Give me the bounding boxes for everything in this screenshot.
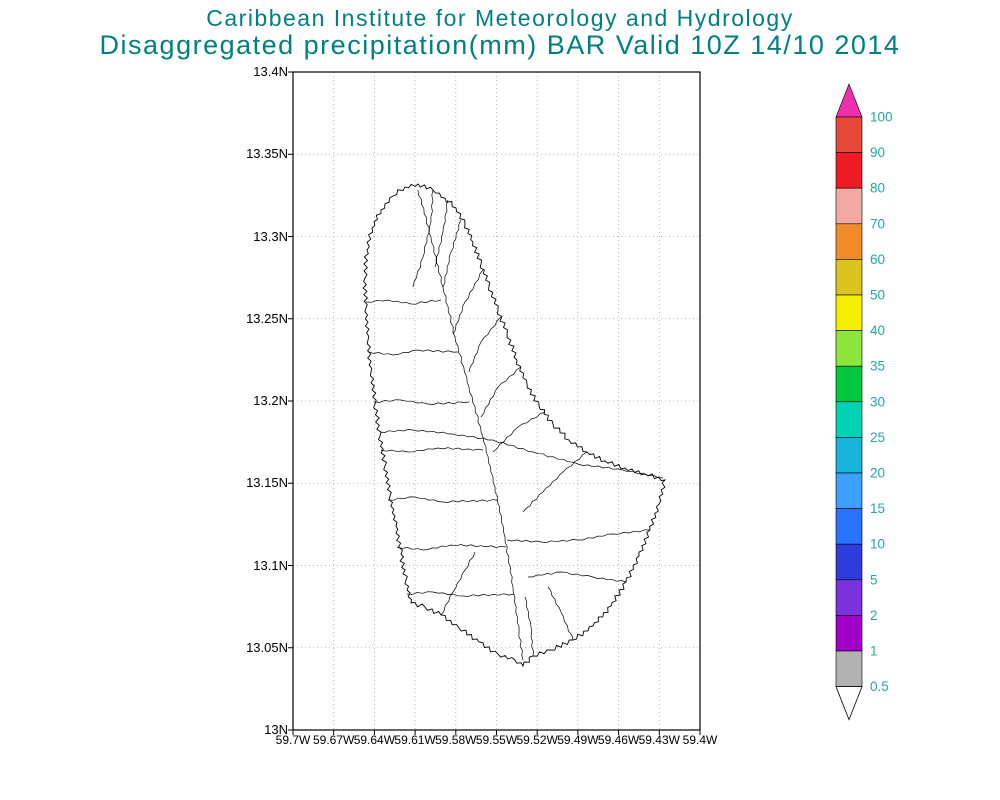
colorbar-tick-label: 40 [870, 323, 885, 338]
x-axis-label: 59.52W [516, 733, 558, 747]
x-axis-label: 59.46W [597, 733, 640, 747]
colorbar-tick-label: 25 [870, 430, 885, 445]
colorbar-segment [835, 116, 863, 153]
colorbar-tick-label: 35 [870, 359, 885, 374]
colorbar-above-max-arrow [835, 83, 863, 118]
colorbar-segment [835, 437, 863, 474]
colorbar-segment [835, 187, 863, 225]
x-axis-label: 59.55W [475, 733, 518, 747]
colorbar-segment [835, 508, 863, 545]
y-axis-label: 13.15N [246, 475, 288, 491]
x-axis-label: 59.64W [353, 733, 396, 747]
x-axis-label: 59.61W [394, 733, 436, 747]
colorbar-tick-label: 80 [870, 181, 885, 196]
colorbar-tick-label: 50 [870, 288, 885, 303]
colorbar-segment [835, 615, 863, 652]
colorbar-tick-label: 30 [870, 394, 885, 409]
colorbar-tick-label: 1 [870, 644, 878, 659]
colorbar-segment [835, 259, 863, 296]
colorbar-tick-label: 10 [870, 537, 885, 552]
colorbar-segment [835, 579, 863, 616]
colorbar-tick-label: 20 [870, 466, 885, 481]
colorbar-segment [835, 365, 863, 403]
colorbar-segment [835, 330, 863, 367]
colorbar-segment [835, 650, 863, 687]
x-axis-label: 59.43W [638, 733, 680, 747]
colorbar-tick-label: 0.5 [870, 679, 889, 694]
x-axis-label: 59.67W [313, 733, 355, 747]
x-axis-label: 59.4W [682, 733, 718, 747]
colorbar-segment [835, 294, 863, 331]
y-axis-label: 13.05N [246, 639, 288, 655]
colorbar-tick-label: 70 [870, 216, 885, 231]
grid-lines [293, 72, 700, 730]
watershed-boundaries [365, 189, 664, 661]
colorbar-tick-label: 5 [870, 572, 878, 587]
plot-title: Disaggregated precipitation(mm) BAR Vali… [99, 30, 901, 60]
institution-title: Caribbean Institute for Meteorology and … [206, 5, 794, 31]
colorbar-segment [835, 152, 863, 189]
colorbar-tick-label: 90 [870, 145, 885, 160]
colorbar-tick-label: 60 [870, 252, 885, 267]
barbados-coastline [362, 183, 667, 668]
colorbar-tick-label: 100 [870, 110, 893, 125]
x-axis-label: 59.7W [275, 733, 311, 747]
x-axis-label: 59.58W [435, 733, 477, 747]
colorbar: 100 90 80 70 60 50 40 35 30 25 20 15 10 5 2 1 0.5 [835, 83, 893, 721]
y-axis-label: 13.4N [253, 64, 288, 79]
plot-border [292, 71, 701, 731]
x-axis-label: 59.49W [557, 733, 599, 747]
y-axis-label: 13.1N [253, 557, 288, 573]
colorbar-segment [835, 223, 863, 260]
y-axis-label: 13.25N [246, 310, 288, 326]
colorbar-segment [835, 543, 863, 581]
y-axis-label: 13.2N [253, 393, 288, 408]
map-plot [288, 71, 701, 735]
colorbar-tick-label: 2 [870, 608, 878, 623]
y-axis-label: 13.35N [246, 146, 288, 162]
colorbar-segment [835, 472, 863, 509]
colorbar-below-min-arrow [835, 686, 863, 721]
colorbar-tick-label: 15 [870, 501, 885, 516]
axis-ticks [288, 71, 701, 735]
colorbar-segment [835, 401, 863, 438]
y-axis-label: 13N [264, 722, 288, 737]
y-axis-label: 13.3N [253, 228, 288, 244]
